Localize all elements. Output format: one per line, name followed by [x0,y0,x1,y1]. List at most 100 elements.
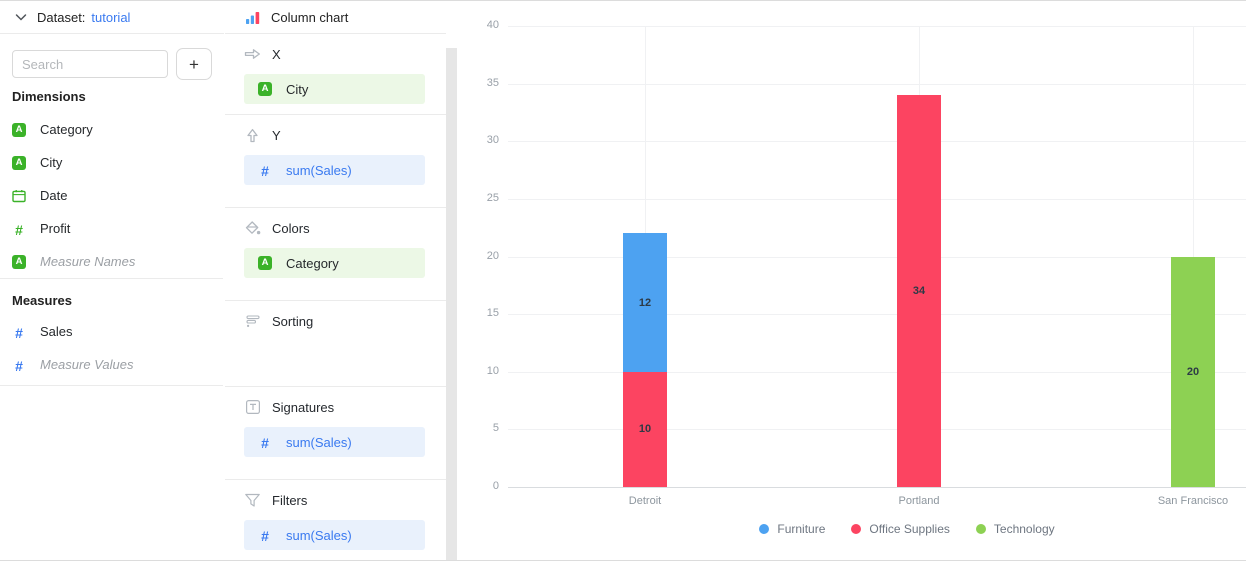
number-field-icon-blue: # [15,324,23,341]
field-label: Measure Values [40,357,134,372]
dataset-label: Dataset: [37,9,86,25]
add-field-button[interactable]: + [176,48,212,80]
section-header-x: X [244,46,427,62]
y-axis-tick: 35 [486,76,499,89]
section-label: X [272,46,281,62]
section-label: Y [272,127,281,143]
section-header-colors: Colors [244,220,427,236]
legend-item-technology[interactable]: Technology [975,522,1055,536]
section-header-filters: Filters [244,492,427,508]
y-axis-tick: 30 [486,134,499,147]
section-label: Sorting [272,313,314,329]
bar-segment-san-francisco-technology[interactable]: 20 [1171,256,1215,487]
legend-dot-icon [975,524,986,534]
dimensions-heading: Dimensions [12,89,86,104]
y-axis-tick: 20 [486,249,499,262]
y-axis-tick: 0 [492,480,499,492]
gridline [508,26,1246,27]
number-field-icon-blue: # [261,528,269,544]
y-axis-tick: 10 [486,364,499,377]
string-field-icon: A [12,155,26,170]
dimensions-list: A Category A City Date # Profit A Measure Names [0,113,224,278]
search-row: + [12,48,212,80]
gridline [508,83,1246,85]
section-label: Filters [272,492,308,508]
field-chip-sum-sales-[interactable]: # sum(Sales) [244,520,425,550]
funnel-icon [245,493,260,507]
field-item-measure-names[interactable]: A Measure Names [0,245,224,278]
field-chip-sum-sales-[interactable]: # sum(Sales) [244,427,425,457]
bar-value-label: 12 [638,296,652,309]
text-icon [245,400,260,415]
field-item-measure-values[interactable]: # Measure Values [0,348,224,381]
chip-label: sum(Sales) [286,162,352,178]
chip-label: sum(Sales) [286,527,352,543]
field-item-category[interactable]: A Category [0,113,224,146]
chart-area: 0 5 10 15 20 25 30 35 40 10 12 Detroit 34 Portland… [457,1,1246,560]
field-item-profit[interactable]: # Profit [0,212,224,245]
legend-item-furniture[interactable]: Furniture [759,522,825,536]
field-label: City [40,155,63,170]
bar-value-label: 20 [1186,365,1200,378]
config-section-x: X A City [225,34,446,115]
x-axis-label: San Francisco [1157,495,1229,507]
string-field-icon: A [12,122,26,137]
legend-label: Technology [993,522,1055,536]
config-scrollbar[interactable] [446,48,457,560]
y-axis-tick: 25 [486,191,499,204]
divider [0,385,223,386]
chevron-down-icon[interactable] [14,10,28,24]
section-header-sorting: Sorting [244,313,427,329]
x-axis-label: Portland [898,495,940,507]
section-header-y: Y [244,127,427,143]
column-chart-icon [245,10,261,25]
string-field-icon: A [258,256,272,270]
sort-icon [245,315,260,327]
chart-type-label: Column chart [271,9,349,25]
chart-config-panel: Column chart X A City Y # sum(Sales) Color… [225,1,446,560]
section-label: Colors [272,220,310,236]
field-item-date[interactable]: Date [0,179,224,212]
config-section-signatures: Signatures # sum(Sales) [225,387,446,480]
bar-segment-portland-office-supplies[interactable]: 34 [897,95,941,487]
chip-label: City [286,81,309,97]
field-chip-sum-sales-[interactable]: # sum(Sales) [244,155,425,185]
field-item-sales[interactable]: # Sales [0,315,224,348]
config-section-filters: Filters # sum(Sales) [225,480,446,560]
arrow-right-icon [244,49,260,59]
field-label: Profit [40,221,71,236]
measures-list: # Sales # Measure Values [0,315,224,381]
field-item-city[interactable]: A City [0,146,224,179]
chart-legend: Furniture Office Supplies Technology [538,522,1246,536]
chip-label: Category [286,255,339,271]
dataset-header: Dataset: tutorial [0,1,224,34]
chip-label: sum(Sales) [286,434,352,450]
y-axis-tick: 5 [492,422,499,435]
search-input[interactable] [12,50,168,78]
gridline [508,429,1246,431]
measures-heading: Measures [12,293,72,308]
gridline [508,487,1246,488]
arrow-up-icon [247,128,258,142]
legend-item-office-supplies[interactable]: Office Supplies [851,522,950,536]
chart-type-header: Column chart [225,1,446,34]
string-field-icon: A [12,254,26,269]
number-field-icon-blue: # [261,163,269,179]
field-chip-category[interactable]: A Category [244,248,425,278]
legend-dot-icon [759,524,770,534]
gridline [508,141,1246,143]
dataset-panel: Dataset: tutorial + Dimensions A Category… [0,1,224,560]
divider [0,278,223,279]
field-chip-city[interactable]: A City [244,74,425,104]
bar-segment-detroit-furniture[interactable]: 12 [623,233,667,372]
field-label: Category [40,122,93,137]
string-field-icon: A [258,82,272,96]
number-field-icon-green: # [15,221,23,238]
bar-segment-detroit-office-supplies[interactable]: 10 [623,371,667,487]
dataset-name-link[interactable]: tutorial [91,9,131,25]
section-label: Signatures [272,399,335,415]
x-axis-label: Detroit [628,495,662,507]
config-section-colors: Colors A Category [225,208,446,301]
y-axis-tick: 40 [486,19,499,31]
date-field-icon [12,189,26,202]
